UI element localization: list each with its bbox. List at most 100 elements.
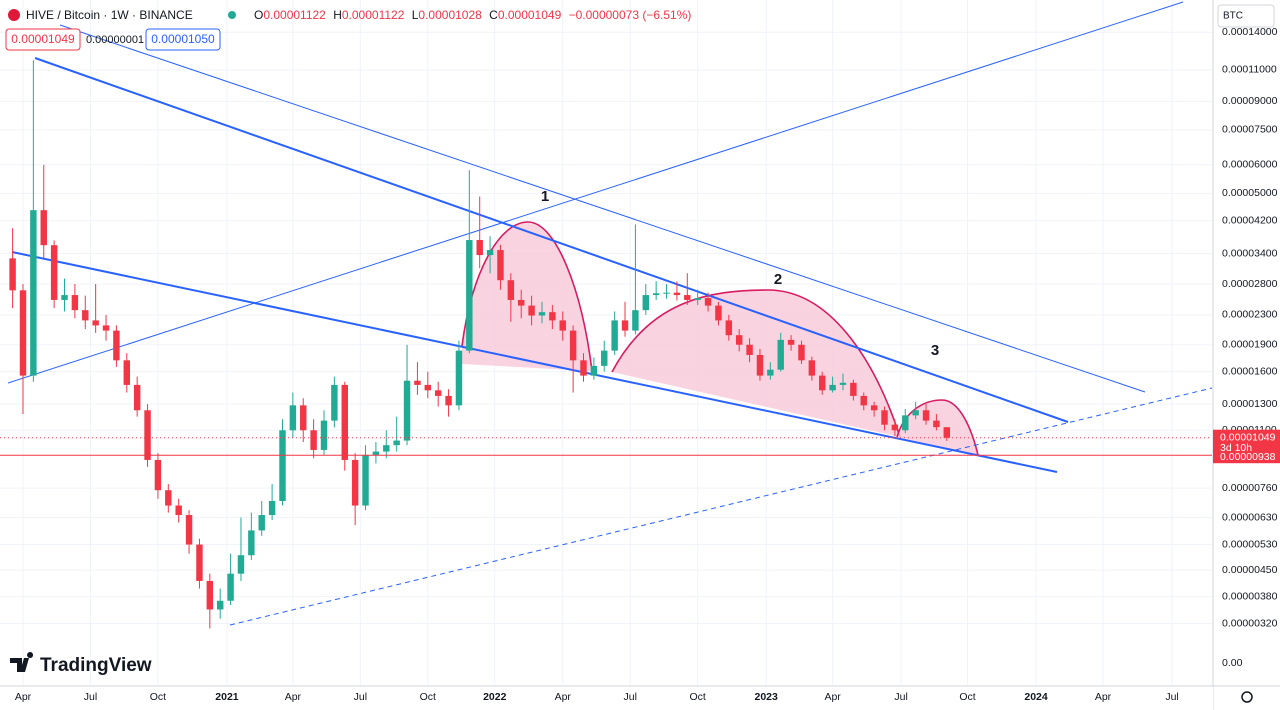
candle-body [268, 501, 276, 516]
x-tick-label: Apr [15, 691, 32, 703]
candle-body [445, 395, 452, 406]
candle-body [92, 320, 99, 326]
currency-button[interactable] [1217, 4, 1275, 28]
y-tick-label: 0.00000450 [1222, 564, 1278, 576]
candle-body [331, 384, 338, 421]
y-tick-label: 0.00001900 [1222, 339, 1278, 351]
gear[interactable] [1241, 691, 1253, 703]
candle-body [694, 298, 701, 300]
candle-body [9, 258, 16, 291]
candle-body [684, 295, 691, 300]
x-tick-label: Jul [84, 691, 97, 703]
candle-body [206, 580, 214, 610]
y-tick-label: 0.00001600 [1222, 365, 1278, 377]
trend-line [59, 24, 1146, 393]
candle-body [725, 320, 733, 336]
candle-body [82, 310, 89, 321]
candle-body [569, 330, 577, 361]
candle-body [71, 295, 79, 311]
time-axis [0, 686, 1213, 710]
candle-body [767, 369, 774, 376]
x-tick-label: Oct [150, 691, 166, 703]
candle-body [237, 555, 245, 574]
candle-body [590, 365, 598, 376]
y-tick-label: 0.00006000 [1222, 159, 1278, 171]
candle-body [902, 415, 909, 431]
candle-body [165, 490, 172, 506]
candle-body [310, 430, 317, 450]
x-tick-label: Oct [959, 691, 975, 703]
candle-body [216, 600, 224, 610]
ohlc-key: H [333, 8, 342, 22]
x-tick-label: Apr [1095, 691, 1112, 703]
sell-button[interactable] [5, 28, 81, 51]
candle-body [663, 292, 670, 294]
candle-body [393, 440, 400, 446]
ohlc-key: O [254, 8, 263, 22]
y-tick-label: 0.00005000 [1222, 187, 1278, 199]
last-price-tag [1213, 429, 1280, 464]
x-tick-label: Oct [420, 691, 436, 703]
candle-body [549, 312, 556, 321]
price-line-label: 0.00000938 [1220, 451, 1276, 463]
candle-body [652, 293, 660, 296]
candle-body [40, 210, 47, 246]
candle-body [601, 350, 608, 366]
candle-body [891, 424, 899, 431]
y-tick-label: 0.00002800 [1222, 278, 1278, 290]
candle-body [538, 312, 546, 316]
candle-body [362, 454, 369, 506]
candle-body [860, 395, 867, 406]
y-tick-label: 0.00004200 [1222, 214, 1278, 226]
y-tick-label: 0.00009000 [1222, 95, 1278, 107]
candle-body [746, 344, 753, 355]
ohlc-key: L [412, 8, 419, 22]
candle-body [372, 451, 380, 455]
candle-body [403, 380, 411, 441]
x-tick-label: Apr [285, 691, 302, 703]
candle-body [819, 375, 826, 391]
y-tick-label: 0.00000530 [1222, 538, 1278, 550]
x-tick-label: Oct [690, 691, 706, 703]
settings-icon[interactable] [1241, 691, 1253, 703]
ohlc: O0.00001122 H0.00001122 L0.00001028 C0.0… [254, 8, 691, 22]
trend-line [229, 387, 1213, 626]
candle-body [61, 295, 68, 300]
buy-price[interactable]: 0.00001050 [151, 32, 215, 46]
x-tick-label: Apr [555, 691, 572, 703]
sell-price[interactable]: 0.00001049 [11, 32, 75, 46]
currency[interactable]: BTC [1223, 11, 1243, 22]
candle-body [787, 339, 795, 345]
countdown: 3d 10h [1220, 442, 1252, 454]
candle-body [673, 292, 681, 296]
x-tick-label: Jul [354, 691, 367, 703]
ohlc-value: 0.00001028 [418, 8, 482, 22]
overlay [0, 437, 1212, 456]
candle-body [829, 384, 836, 391]
candle-body [839, 382, 847, 385]
candle-body [185, 515, 193, 545]
trend-line [34, 57, 1069, 423]
ohlc-value: 0.00001122 [342, 8, 405, 22]
pattern-arc [611, 289, 901, 438]
annotation: 1 [541, 188, 549, 205]
pattern-arc [461, 221, 593, 372]
change: −0.00000073 (−6.51%) [569, 8, 692, 22]
y-tick-label: 0.00014000 [1222, 26, 1278, 38]
buy-button[interactable] [145, 28, 221, 51]
x-tick-label: 2021 [215, 691, 239, 703]
candle-body [19, 290, 27, 376]
header: HIVE / Bitcoin · 1W · BINANCE O0.0000112… [5, 4, 1275, 51]
candle-body [455, 350, 463, 406]
candle-body [476, 240, 483, 256]
x-tick-label: 2023 [755, 691, 779, 703]
candle-body [196, 544, 203, 581]
pattern-fill [612, 290, 900, 437]
candle-body [933, 420, 940, 428]
candle-body [870, 405, 878, 411]
candle-body [424, 384, 432, 391]
candle-body [154, 459, 162, 491]
candle-body [621, 320, 629, 331]
candles [9, 60, 951, 629]
candle-body [798, 344, 805, 361]
